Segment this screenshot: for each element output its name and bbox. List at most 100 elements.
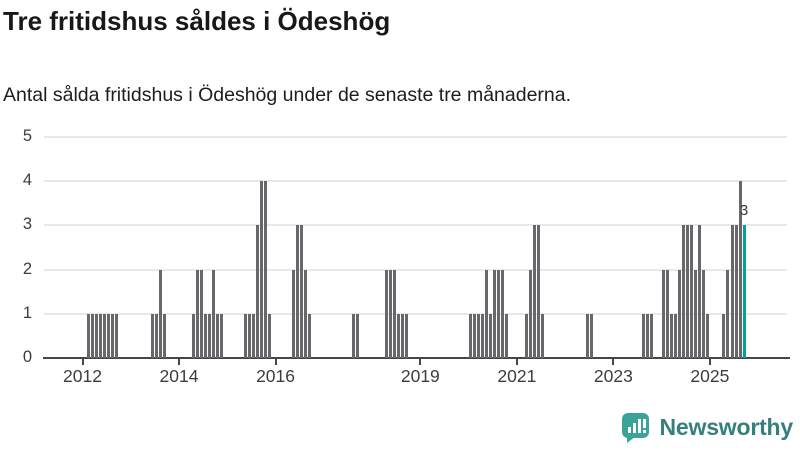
- x-tick-label: 2012: [63, 366, 102, 386]
- bar: [485, 269, 489, 358]
- newsworthy-logo-text: Newsworthy: [659, 414, 794, 440]
- x-tick-mark: [419, 359, 422, 365]
- bar: [243, 313, 247, 358]
- bar: [585, 313, 589, 358]
- bar: [666, 269, 670, 358]
- gridline: [44, 136, 787, 138]
- x-tick-mark: [81, 359, 84, 365]
- bar: [537, 225, 541, 358]
- bar: [529, 269, 533, 358]
- bar: [674, 313, 678, 358]
- bar: [477, 313, 481, 358]
- bar: [726, 269, 730, 358]
- x-tick-mark: [274, 359, 277, 365]
- bar: [115, 313, 119, 358]
- bar: [99, 313, 103, 358]
- bar: [151, 313, 155, 358]
- x-tick-mark: [178, 359, 181, 365]
- bar: [199, 269, 203, 358]
- bar: [541, 313, 545, 358]
- bar: [207, 313, 211, 358]
- bar: [296, 225, 300, 358]
- bar: [469, 313, 473, 358]
- newsworthy-logo-icon: [621, 413, 649, 443]
- y-tick-label: 1: [22, 303, 32, 322]
- chart-subtitle: Antal sålda fritidshus i Ödeshög under d…: [3, 84, 572, 106]
- gridline: [44, 312, 787, 315]
- bar: [698, 225, 702, 358]
- chart-title: Tre fritidshus såldes i Ödeshög: [3, 6, 391, 36]
- bar: [107, 313, 111, 358]
- x-tick-label: 2021: [497, 366, 537, 386]
- bar: [670, 313, 674, 358]
- bar: [493, 269, 497, 358]
- x-tick-label: 2019: [400, 366, 440, 386]
- bar: [388, 269, 392, 358]
- bar: [159, 269, 163, 358]
- bar: [268, 313, 271, 358]
- bar: [87, 313, 91, 358]
- bar: [292, 269, 296, 358]
- bar: [501, 269, 505, 358]
- x-tick-mark: [708, 359, 711, 365]
- bar: [734, 225, 738, 358]
- bar: [702, 269, 706, 358]
- x-tick-label: 2016: [256, 366, 295, 386]
- bar: [211, 269, 215, 358]
- y-tick-label: 2: [22, 259, 32, 278]
- bar: [304, 269, 308, 358]
- bar: [505, 313, 509, 358]
- bar: [722, 313, 726, 358]
- y-tick-label: 5: [22, 127, 32, 145]
- bar: [738, 181, 742, 358]
- highlight-bar: [742, 225, 746, 358]
- gridline: [44, 180, 787, 183]
- bar: [356, 313, 360, 358]
- bar: [396, 313, 400, 358]
- x-tick-label: 2025: [690, 366, 730, 386]
- bar: [195, 269, 199, 358]
- bar: [91, 313, 95, 358]
- bar: [251, 313, 255, 358]
- x-tick-label: 2023: [593, 366, 633, 386]
- bar: [533, 225, 537, 358]
- bar: [300, 225, 304, 358]
- bar: [497, 269, 501, 358]
- bar: [111, 313, 115, 358]
- bar: [678, 269, 682, 358]
- bar: [473, 313, 477, 358]
- bar: [95, 313, 99, 358]
- bar-value-label: 3: [739, 202, 749, 220]
- bar: [730, 225, 734, 358]
- bar: [489, 313, 493, 358]
- bar: [103, 313, 107, 358]
- bar: [392, 269, 396, 358]
- bar: [155, 313, 159, 358]
- bar: [203, 313, 207, 358]
- bar: [247, 313, 251, 358]
- bar: [686, 225, 690, 358]
- y-tick-label: 4: [22, 171, 32, 190]
- bar: [384, 269, 388, 358]
- bar: [263, 181, 267, 358]
- x-tick-mark: [515, 359, 518, 365]
- bar: [400, 313, 404, 358]
- x-tick-label: 2014: [159, 366, 199, 386]
- bar: [163, 313, 167, 358]
- bar: [215, 313, 219, 358]
- bar: [352, 313, 356, 358]
- bar: [191, 313, 195, 358]
- gridline: [44, 268, 787, 271]
- bar: [255, 225, 259, 358]
- bar: [589, 313, 593, 358]
- x-axis-line: [43, 357, 790, 359]
- bar: [682, 225, 686, 358]
- newsworthy-logo[interactable]: Newsworthy: [620, 411, 793, 444]
- bar: [219, 313, 223, 358]
- bar: [662, 269, 666, 358]
- bar: [525, 313, 529, 358]
- bar: [481, 313, 485, 358]
- bar: [650, 313, 654, 358]
